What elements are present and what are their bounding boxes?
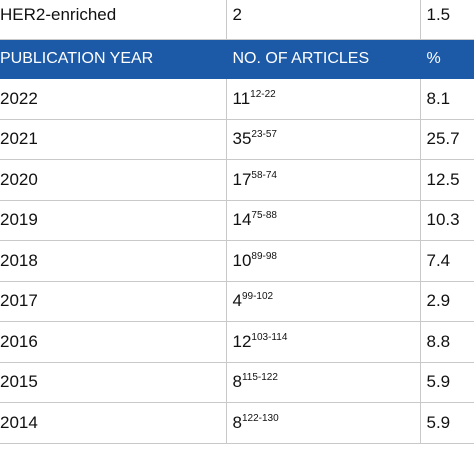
article-count: 17 bbox=[232, 169, 252, 189]
reference-range: 89-98 bbox=[251, 250, 277, 262]
article-count-cell: 1089-98 bbox=[226, 240, 421, 282]
article-count-cell: 8115-122 bbox=[226, 362, 421, 403]
percent-cell: 8.1 bbox=[420, 78, 474, 120]
subtype-row: HER2-enriched 2 1.5 bbox=[0, 0, 474, 40]
reference-range: 12-22 bbox=[250, 88, 276, 100]
article-count-cell: 3523-57 bbox=[226, 119, 421, 160]
article-count: 35 bbox=[232, 129, 252, 149]
article-count-cell: 499-102 bbox=[226, 281, 421, 322]
subtype-percent-cell: 1.5 bbox=[420, 0, 474, 40]
year-cell: 2019 bbox=[0, 200, 227, 241]
year-cell: 2014 bbox=[0, 402, 227, 444]
article-count-cell: 1758-74 bbox=[226, 159, 421, 201]
article-count-cell: 8122-130 bbox=[226, 402, 421, 444]
article-count-cell: 12103-114 bbox=[226, 321, 421, 363]
table-row: 2018 1089-98 7.4 bbox=[0, 240, 474, 282]
table-row: 2014 8122-130 5.9 bbox=[0, 402, 474, 444]
percent-cell: 8.8 bbox=[420, 321, 474, 363]
year-cell: 2018 bbox=[0, 240, 227, 282]
reference-range: 103-114 bbox=[251, 331, 288, 343]
publications-table-frame: HER2-enriched 2 1.5 PUBLICATION YEAR NO.… bbox=[0, 0, 474, 444]
reference-range: 115-122 bbox=[241, 372, 278, 384]
article-count: 11 bbox=[232, 88, 251, 108]
year-cell: 2017 bbox=[0, 281, 227, 322]
header-no-of-articles: NO. OF ARTICLES bbox=[226, 39, 421, 79]
header-percent: % bbox=[420, 39, 474, 79]
percent-cell: 5.9 bbox=[420, 362, 474, 403]
subtype-cell: HER2-enriched bbox=[0, 0, 227, 40]
table-header-row: PUBLICATION YEAR NO. OF ARTICLES % bbox=[0, 39, 474, 79]
article-count: 4 bbox=[232, 291, 242, 311]
article-count: 10 bbox=[232, 250, 252, 270]
percent-cell: 2.9 bbox=[420, 281, 474, 322]
year-cell: 2020 bbox=[0, 159, 227, 201]
reference-range: 58-74 bbox=[251, 169, 277, 181]
table-row: 2017 499-102 2.9 bbox=[0, 281, 474, 322]
year-cell: 2022 bbox=[0, 78, 227, 120]
article-count-cell: 1112-22 bbox=[226, 78, 421, 120]
percent-cell: 12.5 bbox=[420, 159, 474, 201]
table-row: 2016 12103-114 8.8 bbox=[0, 321, 474, 363]
subtype-count-cell: 2 bbox=[226, 0, 421, 40]
table-row: 2021 3523-57 25.7 bbox=[0, 119, 474, 160]
header-publication-year: PUBLICATION YEAR bbox=[0, 39, 227, 79]
percent-cell: 10.3 bbox=[420, 200, 474, 241]
table-row: 2022 1112-22 8.1 bbox=[0, 78, 474, 120]
article-count: 12 bbox=[232, 331, 252, 351]
reference-range: 99-102 bbox=[241, 291, 274, 303]
year-cell: 2015 bbox=[0, 362, 227, 403]
reference-range: 75-88 bbox=[251, 210, 277, 222]
year-cell: 2021 bbox=[0, 119, 227, 160]
article-count-cell: 1475-88 bbox=[226, 200, 421, 241]
article-count: 8 bbox=[232, 412, 242, 432]
table-row: 2020 1758-74 12.5 bbox=[0, 159, 474, 201]
percent-cell: 25.7 bbox=[420, 119, 474, 160]
article-count: 8 bbox=[232, 372, 242, 392]
reference-range: 122-130 bbox=[241, 412, 279, 424]
publications-table: HER2-enriched 2 1.5 PUBLICATION YEAR NO.… bbox=[0, 0, 474, 444]
article-count: 14 bbox=[232, 210, 252, 230]
percent-cell: 7.4 bbox=[420, 240, 474, 282]
reference-range: 23-57 bbox=[251, 129, 277, 141]
table-row: 2015 8115-122 5.9 bbox=[0, 362, 474, 403]
percent-cell: 5.9 bbox=[420, 402, 474, 444]
year-cell: 2016 bbox=[0, 321, 227, 363]
table-row: 2019 1475-88 10.3 bbox=[0, 200, 474, 241]
